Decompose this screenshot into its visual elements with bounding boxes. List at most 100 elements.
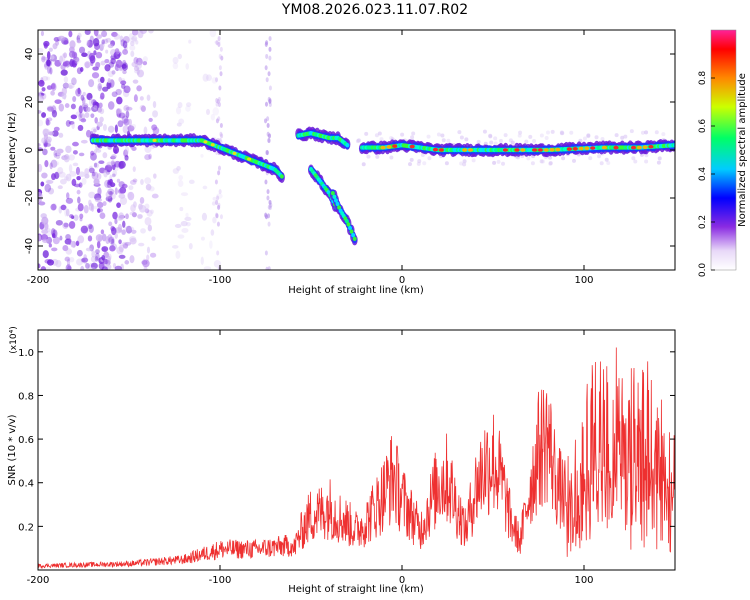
colorbar-ticks: 0.0 0.2 0.4 0.6 0.8 [698, 71, 715, 277]
spectrogram-speckle [114, 167, 119, 171]
spectrogram-speckle [100, 41, 105, 48]
spectrogram-speckle [101, 254, 106, 261]
spectrogram-speckle [78, 171, 86, 178]
spectrogram-speckle [97, 187, 102, 196]
spectrogram-speckle [107, 70, 114, 78]
spectrogram-speckle [614, 133, 619, 138]
spectrogram-speckle [45, 76, 51, 81]
spectrogram-speckle [41, 172, 48, 179]
spectrogram-speckle [69, 40, 76, 49]
spectrogram-speckle [60, 204, 67, 211]
spectrogram-speckle [51, 173, 56, 181]
spectrogram-speckle [69, 214, 74, 219]
spectrogram-speckle [144, 177, 152, 185]
spectrogram-speckle [91, 72, 100, 79]
spectrogram-speckle [151, 124, 158, 131]
spectrogram-speckle [122, 70, 127, 75]
spectrogram-speckle [142, 56, 148, 63]
spectrogram-speckle [46, 117, 53, 122]
spectrogram-speckle [118, 76, 122, 82]
spectrogram-speckle [389, 135, 394, 140]
spectrogram-speckle [133, 94, 138, 103]
spectrogram-speckle [172, 168, 180, 174]
ridge-hotspot [203, 140, 208, 144]
ridge-hotspot [642, 145, 648, 149]
spectrogram-speckle [101, 39, 105, 45]
ridge-hotspot [380, 145, 386, 150]
spectrogram-speckle [72, 162, 79, 167]
spectrogram-y-label: Frequency (Hz) [7, 112, 18, 188]
spectrogram-speckle [59, 235, 63, 241]
spectrogram-speckle [65, 173, 72, 182]
spectrogram-speckle [131, 212, 137, 218]
spectrogram-speckle [88, 202, 94, 211]
spectrogram-speckle [93, 105, 98, 110]
spectrogram-speckle [202, 185, 208, 190]
spectrogram-speckle [216, 193, 223, 199]
spectrogram-speckle [81, 97, 86, 105]
spectrogram-speckle [72, 150, 78, 155]
spectrogram-speckle [604, 157, 609, 162]
spectrogram-speckle [63, 76, 69, 83]
spectrogram-speckle [38, 147, 43, 152]
spectrogram-speckle [43, 227, 51, 233]
spectrogram-speckle [105, 49, 109, 54]
spectrogram-speckle [375, 154, 380, 159]
spectrogram-speckle [107, 125, 115, 133]
spectrogram-speckle [93, 178, 100, 186]
spectrogram-speckle [266, 189, 270, 195]
spectrogram-speckle [98, 85, 102, 90]
spectrogram-speckle [116, 246, 124, 255]
spectrogram-speckle [102, 201, 107, 207]
spectrogram-speckle [79, 67, 84, 72]
spectrogram-speckle [110, 160, 115, 166]
spectrogram-speckle [457, 130, 462, 135]
spectrogram-speckle [264, 41, 268, 47]
spectrogram-speckle [63, 52, 68, 59]
spectrogram-speckle [140, 178, 144, 185]
spectrogram-speckle [147, 224, 153, 232]
spectrogram-speckle [118, 244, 124, 253]
ridge-core [345, 143, 350, 148]
spectrogram-speckle [75, 240, 80, 247]
spectrogram-speckle [100, 229, 105, 235]
spectrogram-speckle [111, 70, 116, 75]
spectrogram-speckle [124, 241, 132, 246]
spectrogram-speckle [96, 201, 104, 209]
ridge-core [352, 236, 357, 241]
ridge-hotspot [549, 148, 555, 152]
spectrogram-speckle [118, 193, 126, 199]
spectrogram-speckle [597, 154, 602, 159]
spectrogram-speckle [71, 178, 77, 187]
spectrogram-speckle [94, 117, 98, 124]
spectrogram-speckle [124, 156, 129, 162]
spectrogram-speckle [42, 148, 48, 156]
spectrogram-speckle [64, 103, 70, 108]
spectrogram-speckle [56, 148, 64, 154]
spectrogram-speckle [77, 235, 85, 244]
spectrogram-speckle [219, 71, 223, 77]
spectrogram-speckle [93, 128, 97, 133]
spectrogram-speckle [131, 123, 136, 129]
spectrogram-speckle [97, 208, 101, 214]
spectrogram-speckle [267, 138, 271, 144]
spectrogram-speckle [95, 234, 103, 242]
spectrogram-speckle [137, 214, 143, 219]
spectrogram-speckle [105, 236, 110, 245]
spectrogram-speckle [88, 223, 93, 230]
spectrogram-speckle [49, 67, 53, 75]
spectrogram-speckle [427, 156, 432, 161]
spectrogram-speckle [68, 85, 73, 89]
snr-x-tick-label: 100 [574, 575, 593, 586]
spectrogram-speckle [518, 130, 523, 135]
spectrogram-speckle [268, 102, 272, 108]
spectrogram-speckle [268, 55, 272, 61]
spectrogram-speckle [441, 138, 446, 143]
spectrogram-speckle [125, 225, 132, 234]
spectrogram-speckle [97, 107, 103, 113]
spectrogram-speckle [217, 41, 221, 47]
spectrogram-speckle [586, 133, 591, 138]
colorbar-tick-label: 0.6 [698, 119, 708, 134]
spectrogram-speckle [178, 118, 185, 125]
spectrogram-speckle [62, 82, 70, 89]
